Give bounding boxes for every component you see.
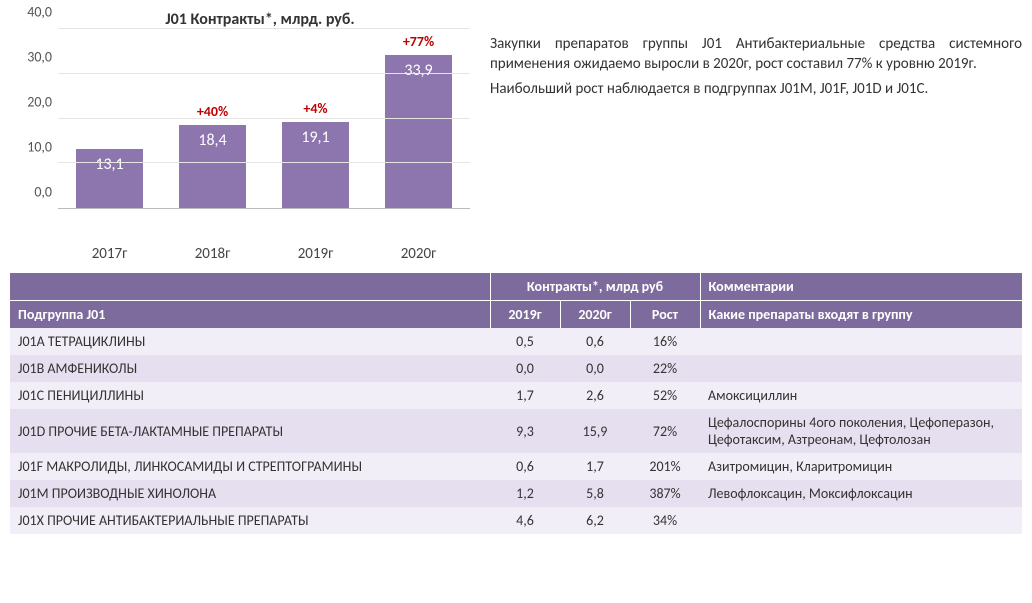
cell-name: J01B АМФЕНИКОЛЫ xyxy=(10,355,490,382)
bar-value: 18,4 xyxy=(198,131,226,150)
x-label: 2018г xyxy=(167,245,258,263)
cell-growth: 34% xyxy=(630,507,700,534)
cell-y2020: 1,7 xyxy=(560,453,630,480)
commentary-text: Закупки препаратов группы J01 Антибактер… xyxy=(490,10,1022,263)
table-row: J01D ПРОЧИЕ БЕТА-ЛАКТАМНЫЕ ПРЕПАРАТЫ9,31… xyxy=(10,409,1022,453)
cell-growth: 201% xyxy=(630,453,700,480)
cell-y2019: 1,2 xyxy=(490,480,560,507)
table-row: J01F МАКРОЛИДЫ, ЛИНКОСАМИДЫ И СТРЕПТОГРА… xyxy=(10,453,1022,480)
cell-y2019: 0,0 xyxy=(490,355,560,382)
cell-comment: Амоксициллин xyxy=(700,382,1022,409)
cell-y2020: 0,0 xyxy=(560,355,630,382)
cell-comment: Цефалоспорины 4ого поколения, Цефоперазо… xyxy=(700,409,1022,453)
table-row: J01A ТЕТРАЦИКЛИНЫ0,50,616% xyxy=(10,328,1022,355)
cell-growth: 72% xyxy=(630,409,700,453)
table-body: J01A ТЕТРАЦИКЛИНЫ0,50,616%J01B АМФЕНИКОЛ… xyxy=(10,328,1022,534)
cell-growth: 22% xyxy=(630,355,700,382)
cell-y2020: 15,9 xyxy=(560,409,630,453)
cell-name: J01F МАКРОЛИДЫ, ЛИНКОСАМИДЫ И СТРЕПТОГРА… xyxy=(10,453,490,480)
x-axis: 2017г 2018г 2019г 2020г xyxy=(58,245,470,263)
bar: +40%18,4 xyxy=(179,125,246,208)
table-row: J01M ПРОИЗВОДНЫЕ ХИНОЛОНА1,25,8387%Левоф… xyxy=(10,480,1022,507)
cell-name: J01D ПРОЧИЕ БЕТА-ЛАКТАМНЫЕ ПРЕПАРАТЫ xyxy=(10,409,490,453)
cell-name: J01X ПРОЧИЕ АНТИБАКТЕРИАЛЬНЫЕ ПРЕПАРАТЫ xyxy=(10,507,490,534)
hdr-blank xyxy=(10,273,490,301)
y-tick: 10,0 xyxy=(27,139,52,156)
cell-y2020: 0,6 xyxy=(560,328,630,355)
bar: +4%19,1 xyxy=(282,122,349,208)
cell-y2019: 9,3 xyxy=(490,409,560,453)
hdr-growth: Рост xyxy=(630,301,700,329)
bar-wrap: +4%19,1 xyxy=(270,122,361,208)
growth-label: +77% xyxy=(403,33,434,50)
growth-label: +4% xyxy=(303,100,327,117)
y-tick: 40,0 xyxy=(27,4,52,21)
cell-growth: 52% xyxy=(630,382,700,409)
cell-y2020: 6,2 xyxy=(560,507,630,534)
table-row: J01B АМФЕНИКОЛЫ0,00,022% xyxy=(10,355,1022,382)
cell-y2020: 2,6 xyxy=(560,382,630,409)
cell-y2019: 1,7 xyxy=(490,382,560,409)
x-label: 2017г xyxy=(64,245,155,263)
bar-wrap: +40%18,4 xyxy=(167,125,258,208)
bar-chart: J01 Контракты*, млрд. руб. 0,0 10,0 20,0 30… xyxy=(10,10,470,263)
cell-comment xyxy=(700,507,1022,534)
table-row: J01X ПРОЧИЕ АНТИБАКТЕРИАЛЬНЫЕ ПРЕПАРАТЫ4… xyxy=(10,507,1022,534)
cell-comment: Левофлоксацин, Моксифлоксацин xyxy=(700,480,1022,507)
cell-growth: 387% xyxy=(630,480,700,507)
cell-comment xyxy=(700,328,1022,355)
bar-wrap: +77%33,9 xyxy=(373,55,464,208)
hdr-contracts: Контракты*, млрд руб xyxy=(490,273,700,301)
cell-y2019: 0,6 xyxy=(490,453,560,480)
paragraph-1: Закупки препаратов группы J01 Антибактер… xyxy=(490,34,1022,75)
bar-wrap: 13,1 xyxy=(64,149,155,208)
cell-y2019: 4,6 xyxy=(490,507,560,534)
y-tick: 20,0 xyxy=(27,94,52,111)
cell-name: J01M ПРОИЗВОДНЫЕ ХИНОЛОНА xyxy=(10,480,490,507)
cell-comment: Азитромицин, Кларитромицин xyxy=(700,453,1022,480)
y-tick: 30,0 xyxy=(27,49,52,66)
paragraph-2: Наибольший рост наблюдается в подгруппах… xyxy=(490,79,1022,99)
bar-value: 13,1 xyxy=(95,155,123,174)
bar: 13,1 xyxy=(76,149,143,208)
bar-value: 33,9 xyxy=(404,61,432,80)
cell-y2020: 5,8 xyxy=(560,480,630,507)
bar: +77%33,9 xyxy=(385,55,452,208)
chart-title: J01 Контракты*, млрд. руб. xyxy=(50,10,470,29)
x-label: 2020г xyxy=(373,245,464,263)
hdr-drugs: Какие препараты входят в группу xyxy=(700,301,1022,329)
cell-comment xyxy=(700,355,1022,382)
cell-name: J01C ПЕНИЦИЛЛИНЫ xyxy=(10,382,490,409)
cell-name: J01A ТЕТРАЦИКЛИНЫ xyxy=(10,328,490,355)
x-label: 2019г xyxy=(270,245,361,263)
bars-container: 13,1+40%18,4+4%19,1+77%33,9 xyxy=(58,29,470,208)
cell-growth: 16% xyxy=(630,328,700,355)
hdr-2020: 2020г xyxy=(560,301,630,329)
data-table: Контракты*, млрд руб Комментарии Подгруп… xyxy=(10,273,1022,534)
table-row: J01C ПЕНИЦИЛЛИНЫ1,72,652%Амоксициллин xyxy=(10,382,1022,409)
bar-value: 19,1 xyxy=(301,128,329,147)
y-tick: 0,0 xyxy=(34,184,52,201)
hdr-subgroup: Подгруппа J01 xyxy=(10,301,490,329)
hdr-comments: Комментарии xyxy=(700,273,1022,301)
cell-y2019: 0,5 xyxy=(490,328,560,355)
hdr-2019: 2019г xyxy=(490,301,560,329)
plot-area: 13,1+40%18,4+4%19,1+77%33,9 xyxy=(58,29,470,209)
y-axis: 0,010,020,030,040,0 xyxy=(10,29,58,209)
